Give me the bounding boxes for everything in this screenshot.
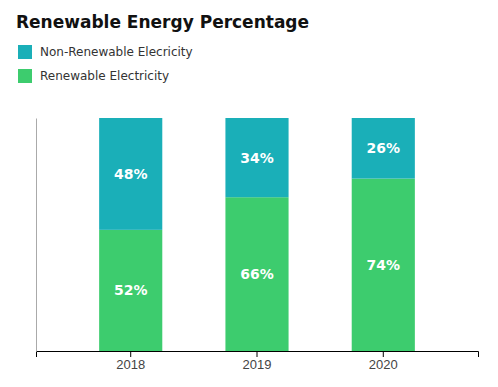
data-label: 66%: [240, 266, 274, 282]
data-label: 34%: [240, 150, 274, 166]
x-tick-mark: [130, 351, 131, 357]
x-tick-label: 2020: [369, 357, 398, 372]
legend-item: Renewable Electricity: [18, 69, 169, 83]
x-tick: 2019: [243, 351, 272, 372]
y-axis: [36, 119, 37, 352]
x-tick-mark: [383, 351, 384, 357]
legend: Non-Renewable Elecricity Renewable Electr…: [18, 45, 193, 83]
x-tick: 2020: [369, 351, 398, 372]
legend-swatch: [18, 45, 32, 59]
data-labels: 52% 66% 74% 48% 34% 26%: [114, 140, 400, 298]
bar: [99, 230, 162, 351]
bar: [352, 179, 415, 351]
y-axis-line: [36, 119, 37, 352]
data-label: 74%: [367, 257, 401, 273]
legend-swatch: [18, 69, 32, 83]
data-label: 48%: [114, 166, 148, 182]
x-axis-line: [37, 352, 479, 358]
data-label: 26%: [367, 140, 401, 156]
legend-label: Non-Renewable Elecricity: [40, 45, 193, 59]
bar: [99, 118, 162, 230]
title: Renewable Energy Percentage: [16, 12, 309, 32]
bars: [99, 118, 415, 351]
bar: [352, 118, 415, 179]
data-label: 52%: [114, 282, 148, 298]
bar: [225, 118, 288, 197]
x-tick-label: 2018: [116, 357, 145, 372]
legend-item: Non-Renewable Elecricity: [18, 45, 193, 59]
bar: [225, 197, 288, 351]
plot: 52% 66% 74% 48% 34% 26% 2018 2019 2020: [37, 118, 479, 372]
x-axis: 2018 2019 2020: [37, 351, 479, 372]
x-tick: 2018: [116, 351, 145, 372]
x-tick-mark: [257, 351, 258, 357]
x-tick-label: 2019: [243, 357, 272, 372]
chart: Renewable Energy Percentage Non-Renewable…: [0, 0, 498, 387]
legend-label: Renewable Electricity: [40, 69, 169, 83]
